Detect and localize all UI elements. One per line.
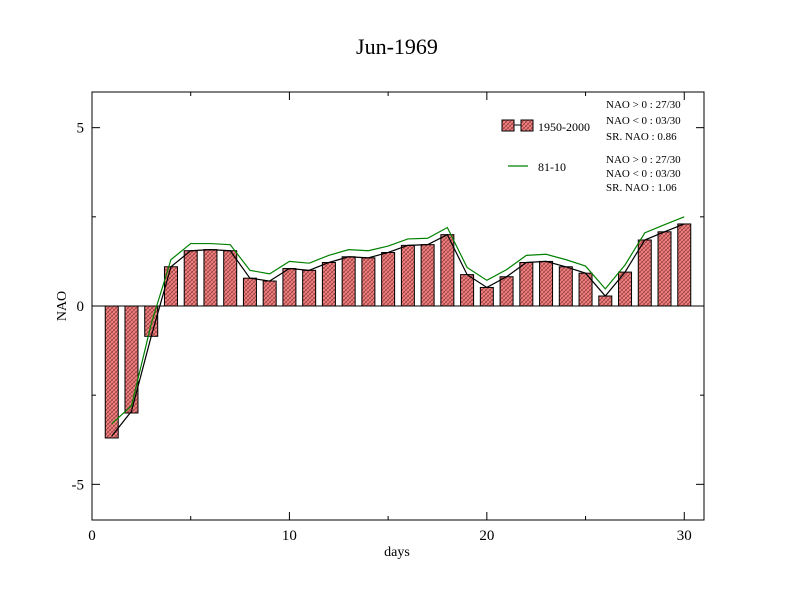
- bar: [598, 295, 613, 307]
- legend-stat: NAO > 0 : 27/30: [606, 99, 681, 111]
- bar: [381, 252, 396, 307]
- y-tick-label: 5: [77, 121, 85, 137]
- legend-label: 1950-2000: [538, 120, 590, 134]
- series-line: [111, 223, 685, 437]
- legend-stat: NAO > 0 : 27/30: [606, 154, 681, 166]
- bar: [637, 239, 652, 307]
- bar: [262, 280, 277, 307]
- x-axis-label: days: [384, 545, 410, 560]
- plot-area: 0 10 20 30 -5 0 5: [72, 91, 705, 544]
- bar: [361, 257, 376, 307]
- legend: 1950-2000 NAO > 0 : 27/30 NAO < 0 : 03/30 S…: [501, 99, 681, 194]
- y-axis-label: NAO: [55, 291, 70, 321]
- bar: [282, 268, 297, 307]
- x-tick-label: 0: [88, 528, 96, 544]
- bar: [104, 305, 119, 439]
- bar: [124, 305, 139, 414]
- bar: [223, 250, 238, 307]
- bar: [460, 274, 475, 307]
- bar: [183, 250, 198, 307]
- bar: [479, 286, 494, 307]
- bar: [440, 234, 455, 307]
- bar: [558, 266, 573, 307]
- bar: [420, 244, 435, 307]
- bar: [341, 256, 356, 307]
- legend-stat: NAO < 0 : 03/30: [606, 115, 681, 127]
- x-tick-label: 20: [479, 528, 494, 544]
- legend-label: 81-10: [538, 160, 566, 174]
- bar: [519, 261, 534, 307]
- bar: [321, 261, 336, 307]
- bar: [677, 223, 692, 307]
- x-tick-label: 30: [677, 528, 692, 544]
- legend-stat: NAO < 0 : 03/30: [606, 168, 681, 180]
- legend-stat: SR. NAO : 1.06: [606, 182, 677, 194]
- legend-stat: SR. NAO : 0.86: [606, 131, 677, 143]
- bar: [203, 249, 218, 307]
- bar: [539, 260, 554, 307]
- x-tick-label: 10: [282, 528, 297, 544]
- bar: [302, 269, 317, 307]
- y-tick-label: 0: [77, 299, 85, 315]
- bar: [657, 231, 672, 307]
- y-tick-label: -5: [72, 477, 85, 493]
- legend-bar-swatch: [501, 119, 515, 132]
- bar: [400, 244, 415, 307]
- bar: [499, 276, 514, 307]
- legend-bar-swatch-2: [520, 119, 534, 132]
- series-line: [111, 216, 685, 425]
- chart-title: Jun-1969: [356, 34, 438, 59]
- bar: [242, 277, 257, 307]
